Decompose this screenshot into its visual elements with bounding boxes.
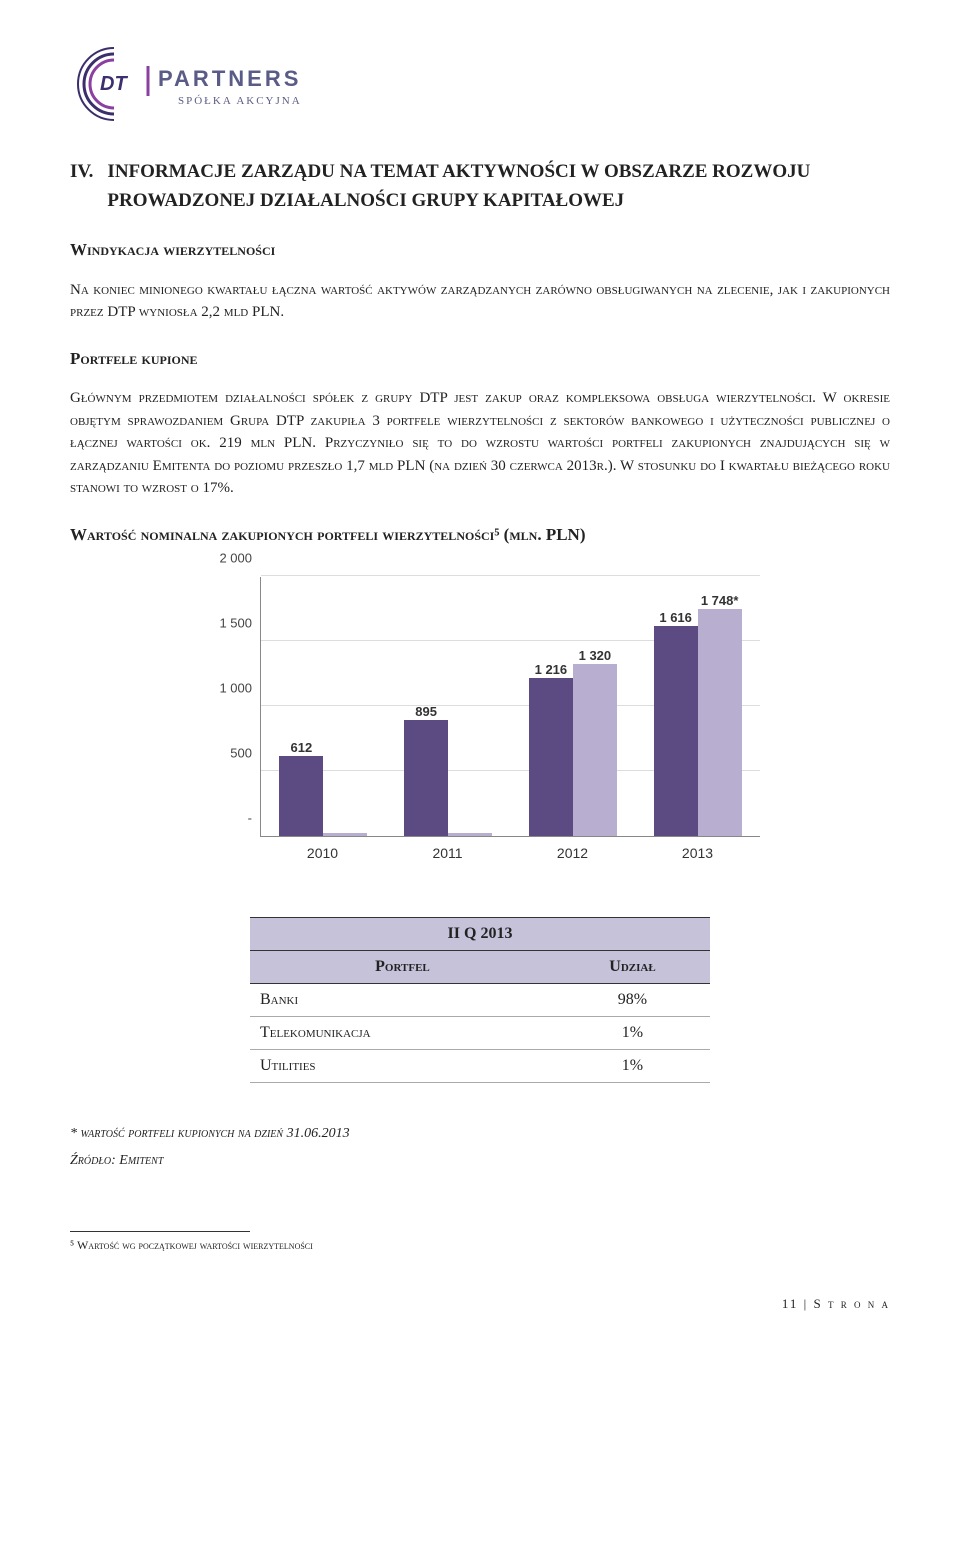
table-col1: Portfel [250,951,555,984]
company-logo: DT PARTNERS SPÓŁKA AKCYJNA [70,40,890,128]
cell: Utilities [250,1050,555,1083]
cell: Telekomunikacja [250,1017,555,1050]
chart-title: Wartość nominalna zakupionych portfeli w… [70,522,890,548]
source-line: Źródło: Emitent [70,1150,890,1171]
subheading-portfele: Portfele kupione [70,346,890,372]
section-heading: IV. INFORMACJE ZARZĄDU NA TEMAT AKTYWNOŚ… [70,158,890,215]
paragraph-2: Głównym przedmiotem działalności spółek … [70,387,890,500]
svg-text:DT: DT [100,73,128,95]
cell: Banki [250,984,555,1017]
cell: 1% [555,1050,710,1083]
paragraph-1: Na koniec minionego kwartału łączna wart… [70,279,890,324]
footnote-5: ⁵ Wartość wg początkowej wartości wierzy… [70,1236,890,1254]
table-header: II Q 2013 [250,918,710,951]
subheading-windykacja: Windykacja wierzytelności [70,237,890,263]
cell: 98% [555,984,710,1017]
heading-number: IV. [70,158,93,187]
page-number: 11 | S t r o n a [70,1294,890,1314]
cell: 1% [555,1017,710,1050]
table-col2: Udział [555,951,710,984]
bar-chart: -5001 0001 5002 0006128951 2161 3201 616… [200,577,760,877]
table-row: Banki 98% [250,984,710,1017]
svg-text:SPÓŁKA AKCYJNA: SPÓŁKA AKCYJNA [178,95,302,107]
table-row: Telekomunikacja 1% [250,1017,710,1050]
svg-text:PARTNERS: PARTNERS [158,66,301,91]
heading-title: INFORMACJE ZARZĄDU NA TEMAT AKTYWNOŚCI W… [107,158,890,215]
portfolio-table: II Q 2013 Portfel Udział Banki 98% Telek… [250,917,710,1083]
table-row: Utilities 1% [250,1050,710,1083]
footnote-rule [70,1231,250,1232]
footnote-star: * wartość portfeli kupionych na dzień 31… [70,1123,890,1144]
